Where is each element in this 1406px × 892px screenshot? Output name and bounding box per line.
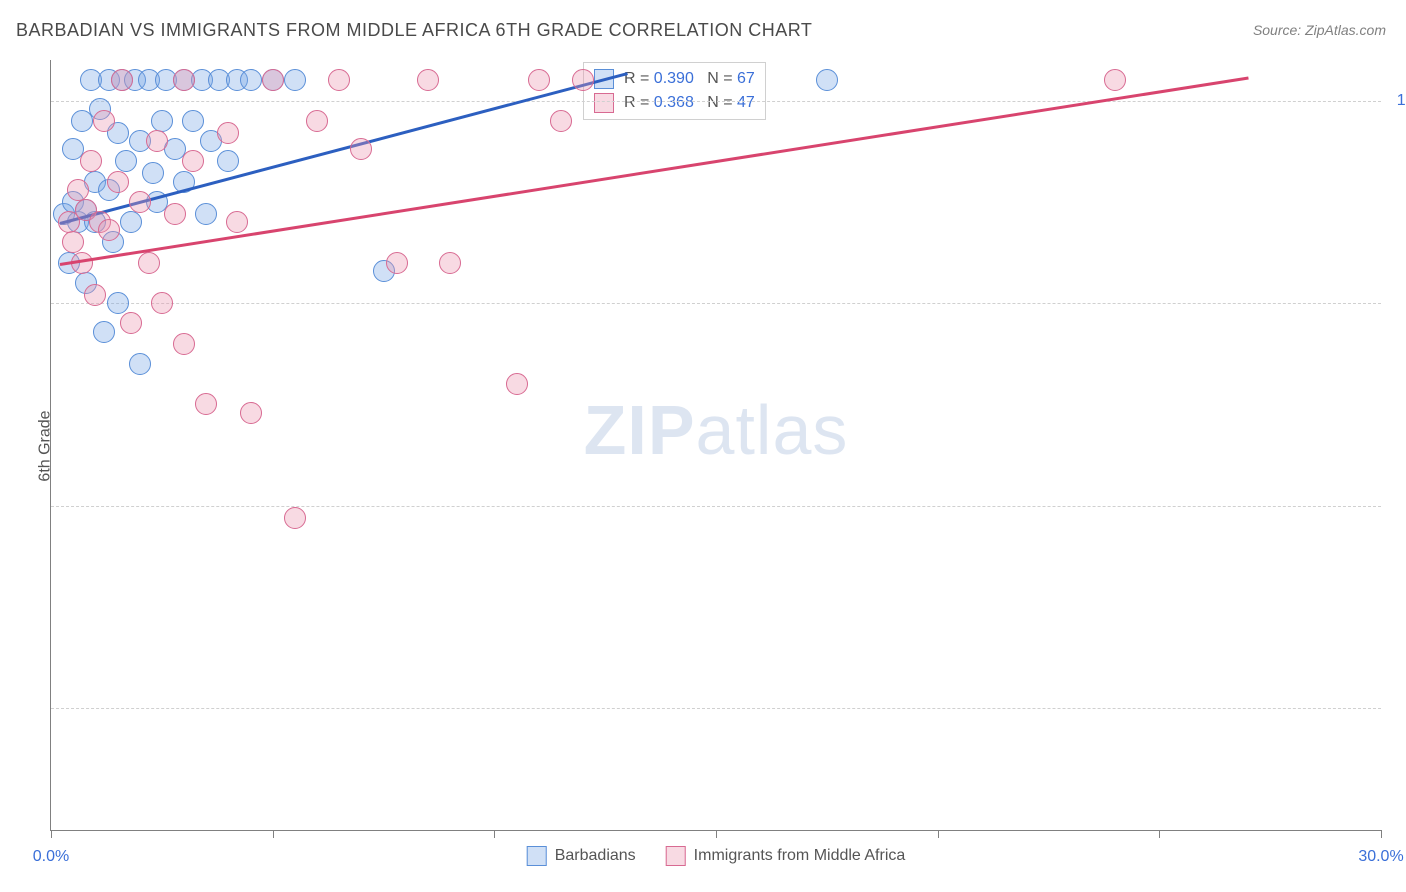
scatter-point [164, 203, 186, 225]
scatter-point [173, 69, 195, 91]
y-tick-label: 100.0% [1391, 92, 1406, 110]
scatter-point [386, 252, 408, 274]
y-tick-label: 90.0% [1391, 497, 1406, 515]
gridline-horizontal [51, 101, 1381, 102]
scatter-point [439, 252, 461, 274]
x-tick [716, 830, 717, 838]
chart-title: BARBADIAN VS IMMIGRANTS FROM MIDDLE AFRI… [16, 20, 812, 41]
scatter-point [528, 69, 550, 91]
legend-swatch [666, 846, 686, 866]
x-tick [1381, 830, 1382, 838]
legend-swatch [594, 93, 614, 113]
scatter-point [129, 353, 151, 375]
scatter-point [572, 69, 594, 91]
scatter-point [550, 110, 572, 132]
watermark: ZIPatlas [584, 390, 849, 470]
scatter-point [195, 203, 217, 225]
scatter-point [306, 110, 328, 132]
scatter-point [67, 179, 89, 201]
scatter-point [84, 284, 106, 306]
x-tick [938, 830, 939, 838]
legend-series-item: Barbadians [527, 846, 636, 866]
scatter-point [217, 122, 239, 144]
scatter-point [120, 211, 142, 233]
plot-area: ZIPatlas R = 0.390 N = 67 R = 0.368 N = 4… [50, 60, 1381, 831]
legend-correlation-box: R = 0.390 N = 67 R = 0.368 N = 47 [583, 62, 766, 120]
scatter-point [173, 333, 195, 355]
scatter-point [151, 292, 173, 314]
source-label: Source: ZipAtlas.com [1253, 22, 1386, 38]
scatter-point [80, 150, 102, 172]
x-tick [273, 830, 274, 838]
scatter-point [195, 393, 217, 415]
scatter-point [182, 150, 204, 172]
x-tick-label: 0.0% [33, 848, 69, 866]
scatter-point [146, 130, 168, 152]
scatter-point [93, 321, 115, 343]
scatter-point [115, 150, 137, 172]
legend-correlation-row: R = 0.368 N = 47 [594, 93, 755, 113]
scatter-point [284, 69, 306, 91]
scatter-point [217, 150, 239, 172]
scatter-point [111, 69, 133, 91]
legend-series-item: Immigrants from Middle Africa [666, 846, 906, 866]
scatter-point [226, 211, 248, 233]
scatter-point [240, 69, 262, 91]
gridline-horizontal [51, 708, 1381, 709]
scatter-point [62, 231, 84, 253]
watermark-bold: ZIP [584, 391, 696, 469]
legend-correlation-text: R = 0.368 N = 47 [624, 94, 755, 112]
scatter-point [107, 292, 129, 314]
scatter-point [816, 69, 838, 91]
watermark-rest: atlas [696, 391, 849, 469]
legend-series-label: Immigrants from Middle Africa [694, 847, 906, 865]
scatter-point [328, 69, 350, 91]
scatter-point [284, 507, 306, 529]
legend-swatch [527, 846, 547, 866]
gridline-horizontal [51, 303, 1381, 304]
scatter-point [142, 162, 164, 184]
legend-correlation-text: R = 0.390 N = 67 [624, 70, 755, 88]
legend-series: Barbadians Immigrants from Middle Africa [527, 846, 906, 866]
scatter-point [506, 373, 528, 395]
scatter-point [262, 69, 284, 91]
y-tick-label: 85.0% [1391, 699, 1406, 717]
scatter-point [151, 110, 173, 132]
legend-correlation-row: R = 0.390 N = 67 [594, 69, 755, 89]
scatter-point [240, 402, 262, 424]
x-tick-label: 30.0% [1358, 848, 1403, 866]
scatter-point [138, 252, 160, 274]
y-tick-label: 95.0% [1391, 294, 1406, 312]
legend-series-label: Barbadians [555, 847, 636, 865]
scatter-point [350, 138, 372, 160]
x-tick [1159, 830, 1160, 838]
scatter-point [98, 219, 120, 241]
scatter-point [182, 110, 204, 132]
scatter-point [120, 312, 142, 334]
chart-container: BARBADIAN VS IMMIGRANTS FROM MIDDLE AFRI… [0, 0, 1406, 892]
scatter-point [107, 171, 129, 193]
scatter-point [417, 69, 439, 91]
scatter-point [93, 110, 115, 132]
scatter-point [129, 191, 151, 213]
x-tick [494, 830, 495, 838]
x-tick [51, 830, 52, 838]
gridline-horizontal [51, 506, 1381, 507]
scatter-point [1104, 69, 1126, 91]
